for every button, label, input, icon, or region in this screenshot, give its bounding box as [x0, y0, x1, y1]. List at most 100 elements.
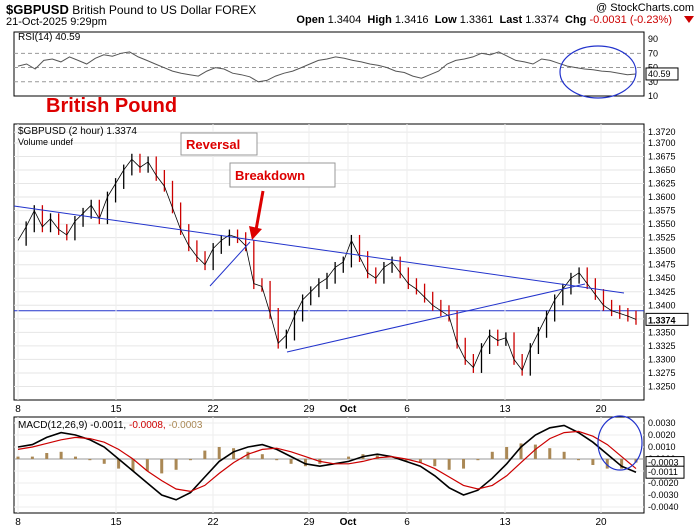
x-tick-label: 6: [404, 517, 410, 528]
rsi-last-box: [645, 67, 679, 81]
price-tick-label: 1.3275: [648, 368, 676, 378]
macd-legend-prefix: MACD(12,26,9): [18, 420, 87, 431]
x-tick-label: 22: [207, 404, 219, 415]
price-tick-label: 1.3250: [648, 381, 676, 391]
rsi-legend: RSI(14) 40.59: [18, 32, 81, 43]
x-tick-label: Oct: [340, 517, 357, 528]
macd-legend-hist: -0.0003: [168, 420, 202, 431]
x-tick-label: 15: [110, 404, 122, 415]
x-tick-label: 13: [499, 517, 511, 528]
signal-line: [17, 430, 637, 493]
down-triangle-icon: [684, 16, 694, 23]
price-tick-label: 1.3425: [648, 287, 676, 297]
low-label: Low: [434, 14, 457, 26]
x-tick-label: 8: [15, 404, 21, 415]
macd-tick-label: -0.0030: [648, 490, 679, 500]
british-pound-label: British Pound: [46, 95, 177, 117]
quote-line: Open 1.3404 High 1.3416 Low 1.3361 Last …: [296, 14, 672, 26]
rsi-panel: [13, 31, 645, 97]
chart-header: $GBPUSD British Pound to US Dollar FOREX…: [0, 0, 700, 30]
macd-tick-label: -0.0020: [648, 478, 679, 488]
price-series: [17, 153, 637, 376]
rsi-last-value: 40.59: [648, 69, 671, 79]
price-tick-label: 1.3600: [648, 192, 676, 202]
x-tick-label: 15: [110, 517, 122, 528]
x-tick-label: 29: [303, 404, 315, 415]
price-last-box: [645, 312, 689, 326]
macd-series: [16, 424, 638, 501]
price-last-value: 1.3374: [648, 315, 676, 325]
x-tick-label: 29: [303, 517, 315, 528]
rsi-tick-label: 70: [648, 48, 658, 58]
exchange: FOREX: [214, 3, 257, 17]
axis-labels: 907050301040.591.37201.37001.36751.36501…: [15, 34, 689, 528]
x-tick-label: 22: [207, 517, 219, 528]
high-label: High: [367, 14, 392, 26]
symbol-title: $GBPUSD British Pound to US Dollar FOREX: [6, 2, 256, 17]
reversal-label: Reversal: [186, 137, 240, 152]
macd-last-box: [645, 465, 685, 479]
macd-tick-label: 0.0020: [648, 430, 676, 440]
x-tick-label: 20: [595, 517, 607, 528]
price-tick-label: 1.3400: [648, 300, 676, 310]
last-value: 1.3374: [525, 14, 559, 26]
macd-last-value: -0.0003: [648, 458, 679, 468]
rsi-tick-label: 90: [648, 34, 658, 44]
x-tick-label: 6: [404, 404, 410, 415]
price-tick-label: 1.3300: [648, 354, 676, 364]
breakdown-trend-line: [209, 241, 251, 287]
open-label: Open: [296, 14, 325, 26]
breakdown-arrow: [254, 190, 265, 231]
low-value: 1.3361: [459, 14, 494, 26]
price-tick-label: 1.3475: [648, 260, 676, 270]
macd-legend-signal: -0.0008,: [129, 420, 166, 431]
rsi-tick-label: 10: [648, 91, 658, 101]
price-line: [17, 158, 637, 372]
x-tick-label: 20: [595, 404, 607, 415]
open-value: 1.3404: [327, 14, 362, 26]
price-tick-label: 1.3675: [648, 151, 676, 161]
price-tick-label: 1.3550: [648, 219, 676, 229]
volume-label: Volume undef: [18, 137, 74, 147]
macd-tick-label: 0.0010: [648, 442, 676, 452]
price-tick-label: 1.3625: [648, 179, 676, 189]
macd-circle: [597, 415, 643, 471]
last-label: Last: [499, 14, 523, 26]
downtrend-line: [13, 205, 625, 294]
price-tick-label: 1.3650: [648, 165, 676, 175]
rsi-series: [17, 51, 637, 83]
macd-tick-label: 0.0030: [648, 418, 676, 428]
price-tick-label: 1.3350: [648, 327, 676, 337]
price-tick-label: 1.3325: [648, 341, 676, 351]
arrow-head-icon: [249, 226, 262, 240]
x-tick-label: 13: [499, 404, 511, 415]
price-legend: $GBPUSD (2 hour) 1.3374: [18, 126, 137, 137]
rsi-tick-label: 30: [648, 77, 658, 87]
price-tick-label: 1.3450: [648, 273, 676, 283]
price-tick-label: 1.3500: [648, 246, 676, 256]
macd-legend-macd: -0.0011,: [90, 420, 126, 431]
uptrend-line: [286, 283, 586, 353]
rsi-line: [17, 51, 637, 83]
breakdown-label: Breakdown: [235, 168, 305, 183]
price-tick-label: 1.3700: [648, 138, 676, 148]
x-tick-label: 8: [15, 517, 21, 528]
price-tick-label: 1.3525: [648, 233, 676, 243]
symbol: $GBPUSD: [6, 2, 69, 17]
reversal-box: [180, 132, 258, 156]
instrument-name: British Pound to US Dollar: [72, 3, 212, 17]
price-tick-label: 1.3575: [648, 206, 676, 216]
macd-last-value: -0.0011: [648, 467, 678, 477]
macd-line: [17, 424, 637, 501]
chg-value: -0.0031 (-0.23%): [589, 14, 672, 26]
breakdown-box: [229, 162, 336, 188]
chg-label: Chg: [565, 14, 587, 26]
macd-tick-label: -0.0040: [648, 502, 679, 512]
high-value: 1.3416: [394, 14, 429, 26]
rsi-circle: [559, 45, 637, 99]
macd-legend: MACD(12,26,9) -0.0011, -0.0008, -0.0003: [18, 420, 203, 431]
chart-date: 21-Oct-2025 9:29pm: [6, 16, 107, 28]
x-tick-label: Oct: [340, 404, 357, 415]
watermark: @ StockCharts.com: [596, 2, 694, 14]
